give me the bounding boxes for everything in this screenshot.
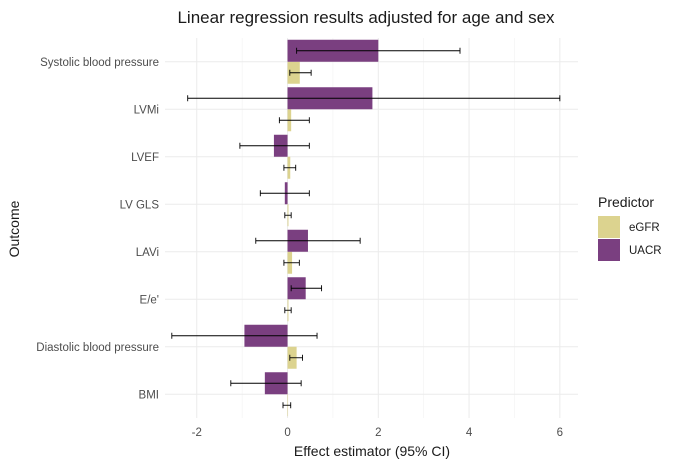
legend-label-egfr: eGFR xyxy=(629,222,660,234)
y-tick-label: LV GLS xyxy=(120,199,160,211)
error-bar-uacr xyxy=(239,142,310,149)
error-bar-egfr xyxy=(284,307,292,314)
chart-title: Linear regression results adjusted for a… xyxy=(177,8,555,27)
error-bar-uacr xyxy=(230,380,302,387)
x-axis-title: Effect estimator (95% CI) xyxy=(294,443,450,459)
bars-group xyxy=(244,39,379,417)
y-axis-title: Outcome xyxy=(6,200,22,257)
x-tick-label: -2 xyxy=(192,427,202,439)
x-tick-label: 4 xyxy=(466,427,473,439)
error-bar-uacr xyxy=(255,237,361,244)
error-bar-egfr xyxy=(282,402,292,409)
legend-label-uacr: UACR xyxy=(629,245,662,257)
error-bar-egfr xyxy=(289,69,312,76)
error-bar-egfr xyxy=(283,259,300,266)
error-bar-uacr xyxy=(187,95,561,102)
legend: Predictor eGFR UACR xyxy=(598,194,662,261)
y-axis-tick-labels: Systolic blood pressure LVMi LVEF LV GLS LAV… xyxy=(36,57,159,402)
legend-key-uacr xyxy=(598,239,620,261)
y-tick-label: LVMi xyxy=(134,104,159,116)
error-bar-uacr xyxy=(296,47,461,54)
legend-title: Predictor xyxy=(598,194,654,210)
y-tick-label: BMI xyxy=(139,389,159,401)
error-bars-group xyxy=(171,47,561,409)
error-bar-uacr xyxy=(171,332,318,339)
x-tick-label: 2 xyxy=(375,427,381,439)
error-bar-uacr xyxy=(259,190,310,197)
y-tick-label: Diastolic blood pressure xyxy=(36,342,159,354)
y-tick-label: LAVi xyxy=(136,247,159,259)
error-bar-egfr xyxy=(284,212,292,219)
error-bar-egfr xyxy=(278,117,310,124)
x-tick-label: 0 xyxy=(284,427,290,439)
y-tick-label: E/e' xyxy=(140,294,159,306)
x-axis-tick-labels: -2 0 2 4 6 xyxy=(192,427,563,439)
error-bar-uacr xyxy=(290,285,323,292)
legend-key-egfr xyxy=(598,216,620,238)
y-tick-label: Systolic blood pressure xyxy=(40,57,159,69)
y-tick-label: LVEF xyxy=(131,152,159,164)
error-bar-egfr xyxy=(283,164,297,171)
x-tick-label: 6 xyxy=(557,427,563,439)
error-bar-egfr xyxy=(289,354,303,361)
